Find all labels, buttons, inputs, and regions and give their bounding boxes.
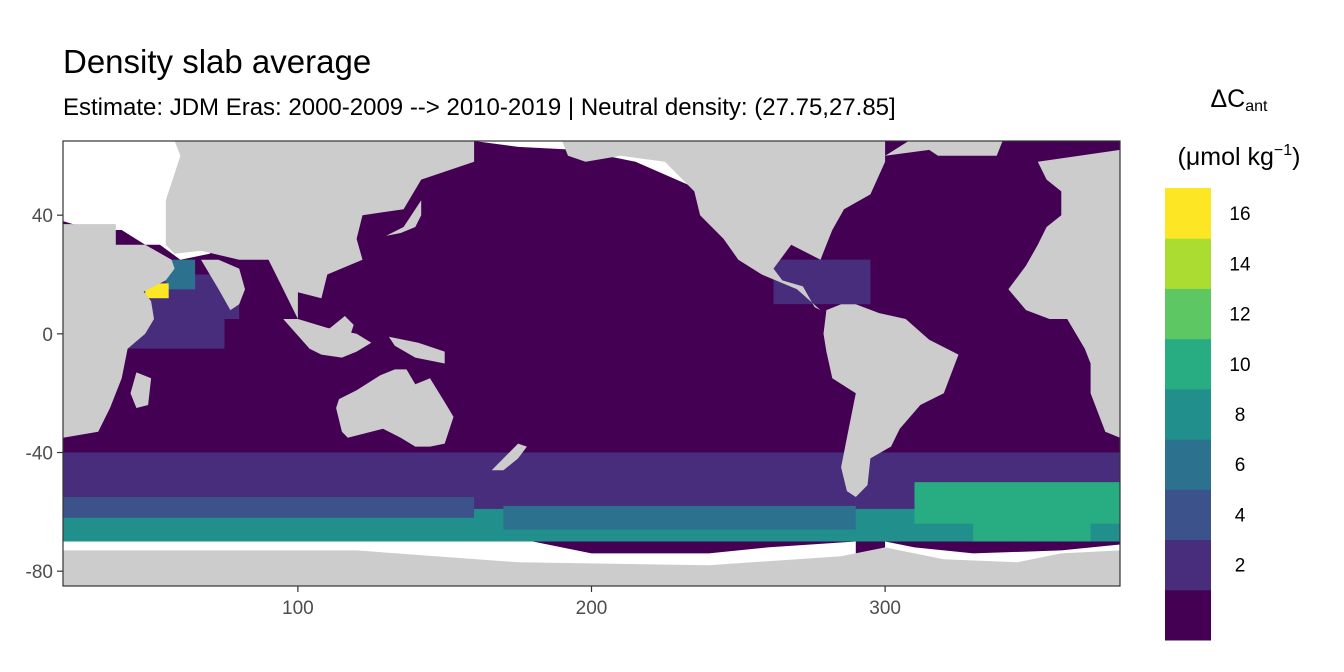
legend-label-4: 4 [1235,505,1246,526]
land-new-zealand [491,443,527,471]
legend-bin-6 [1165,288,1211,340]
chart-title: Density slab average [63,43,372,80]
legend-unit-suffix: ) [1292,143,1301,171]
land-madagascar [130,372,152,408]
land-arabia [115,244,175,296]
land-africa-west [1008,224,1120,438]
legend-colorbar: 2 4 6 8 10 12 14 16 [1165,188,1251,641]
zone-cell-2 [63,497,475,518]
land-japan [386,200,422,236]
land-borneo [324,316,354,343]
land-north-america [562,141,886,311]
zone-cell-3 [503,505,856,530]
land-indonesia [283,319,372,358]
legend-label-6: 6 [1235,455,1246,476]
x-tick-label-300: 300 [869,598,901,619]
legend-label-16: 16 [1229,204,1250,225]
y-tick-label--40: -40 [26,444,53,465]
land-greenland [885,141,1003,156]
legend-unit-sup: −1 [1273,142,1293,159]
zone-cell-10 [773,259,871,305]
legend-bin-3 [1165,439,1211,490]
legend-unit-prefix: (μmol kg [1177,143,1274,171]
legend-bin-8 [1165,188,1211,239]
legend-label-12: 12 [1229,305,1250,326]
legend-bin-1 [1165,539,1211,591]
legend-label-8: 8 [1235,405,1246,426]
legend-label-2: 2 [1235,556,1246,577]
legend-symbol-sub: ant [1245,98,1268,115]
land-eurasia [165,141,475,319]
y-tick-label-40: 40 [32,206,53,227]
land-europe-west [1037,149,1120,227]
legend-label-10: 10 [1229,355,1250,376]
legend-symbol-main: ΔC [1210,85,1246,113]
legend-bin-4 [1165,388,1211,440]
legend-label-14: 14 [1229,254,1251,275]
land-antarctica [63,547,1120,586]
legend-bin-7 [1165,238,1211,289]
chart-subtitle: Estimate: JDM Eras: 2000-2009 --> 2010-2… [63,94,896,121]
legend-bin-5 [1165,338,1211,390]
land-australia [336,369,454,447]
legend-bin-2 [1165,489,1211,541]
land-new-guinea [388,336,445,364]
x-tick-label-100: 100 [282,598,314,619]
map-panel [63,141,1120,586]
zone-cell-4 [914,482,1120,524]
land-india [201,259,245,311]
zone-cell-5 [973,517,1091,542]
land-south-america [823,304,959,497]
legend-unit: (μmol kg−1) [1160,136,1318,172]
legend-bin-0 [1165,589,1211,641]
y-tick-label--80: -80 [26,562,53,583]
y-tick-label-0: 0 [42,325,53,346]
legend-symbol: ΔCant [1160,84,1318,122]
x-tick-label-200: 200 [576,598,608,619]
legend-title: ΔCant (μmol kg−1) [1160,84,1318,172]
